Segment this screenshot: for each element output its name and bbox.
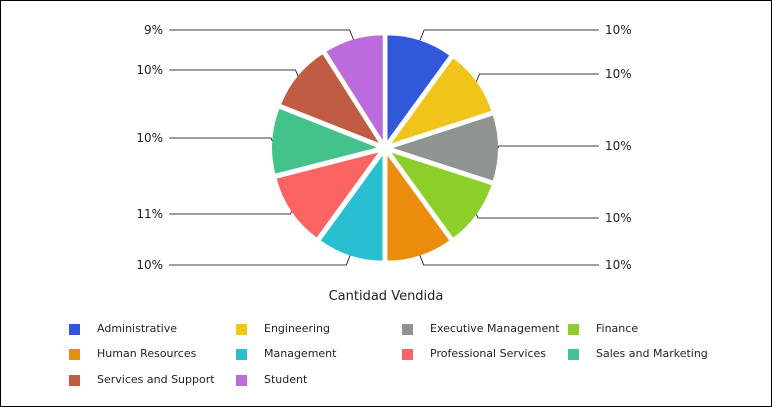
legend-label: Engineering <box>264 322 330 335</box>
legend-swatch <box>69 324 80 335</box>
slice-labels: 10% 10% 10% 10% 10% 10% 11% 10% 10% 9% <box>136 23 631 272</box>
leader-lines <box>169 29 599 266</box>
leader-line-executive-management <box>497 145 599 149</box>
legend-swatch <box>402 349 413 360</box>
chart-title: Cantidad Vendida <box>328 289 444 304</box>
leader-line-sales-and-marketing <box>169 137 273 142</box>
slice-label-professional-services: 11% <box>136 207 163 221</box>
legend-label: Finance <box>596 322 639 335</box>
pie-slice-human-resources <box>387 155 450 261</box>
leader-line-student <box>169 29 354 40</box>
slice-label-services-and-support: 10% <box>136 63 163 77</box>
slice-label-engineering: 10% <box>605 67 632 81</box>
leader-line-engineering <box>476 73 599 82</box>
legend-swatch <box>69 375 80 386</box>
legend-label: Student <box>264 373 308 386</box>
leader-line-services-and-support <box>169 69 299 77</box>
leader-line-management <box>169 255 351 266</box>
legend-swatch <box>236 375 247 386</box>
legend-swatch <box>402 324 413 335</box>
slice-label-administrative: 10% <box>605 23 632 37</box>
pie-slice-services-and-support <box>281 54 379 143</box>
leader-line-finance <box>476 214 599 219</box>
legend-swatch <box>236 349 247 360</box>
legend-swatch <box>568 349 579 360</box>
pie-slices <box>272 35 499 261</box>
slice-label-finance: 10% <box>605 211 632 225</box>
pie-slice-professional-services <box>276 152 379 238</box>
legend-label: Professional Services <box>430 347 546 360</box>
legend-swatch <box>69 349 80 360</box>
legend-label: Services and Support <box>97 373 215 386</box>
slice-label-management: 10% <box>136 258 163 272</box>
leader-line-administrative <box>419 29 599 41</box>
pie-slice-management <box>320 155 383 261</box>
legend-swatch <box>236 324 247 335</box>
pie-slice-executive-management <box>393 115 499 181</box>
legend-label: Human Resources <box>97 347 197 360</box>
leader-line-human-resources <box>419 255 599 266</box>
legend-label: Administrative <box>97 322 178 335</box>
pie-slice-engineering <box>391 58 492 144</box>
pie-slice-administrative <box>387 35 450 141</box>
slice-label-executive-management: 10% <box>605 139 632 153</box>
slice-label-human-resources: 10% <box>605 258 632 272</box>
leader-line-professional-services <box>169 211 292 215</box>
legend-label: Executive Management <box>430 322 560 335</box>
pie-slice-student <box>326 35 383 141</box>
pie-slice-sales-and-marketing <box>272 108 378 174</box>
legend-label: Management <box>264 347 337 360</box>
slice-label-sales-and-marketing: 10% <box>136 131 163 145</box>
legend-swatch <box>568 324 579 335</box>
legend-label: Sales and Marketing <box>596 347 708 360</box>
slice-label-student: 9% <box>144 23 163 37</box>
pie-slice-finance <box>391 152 492 238</box>
